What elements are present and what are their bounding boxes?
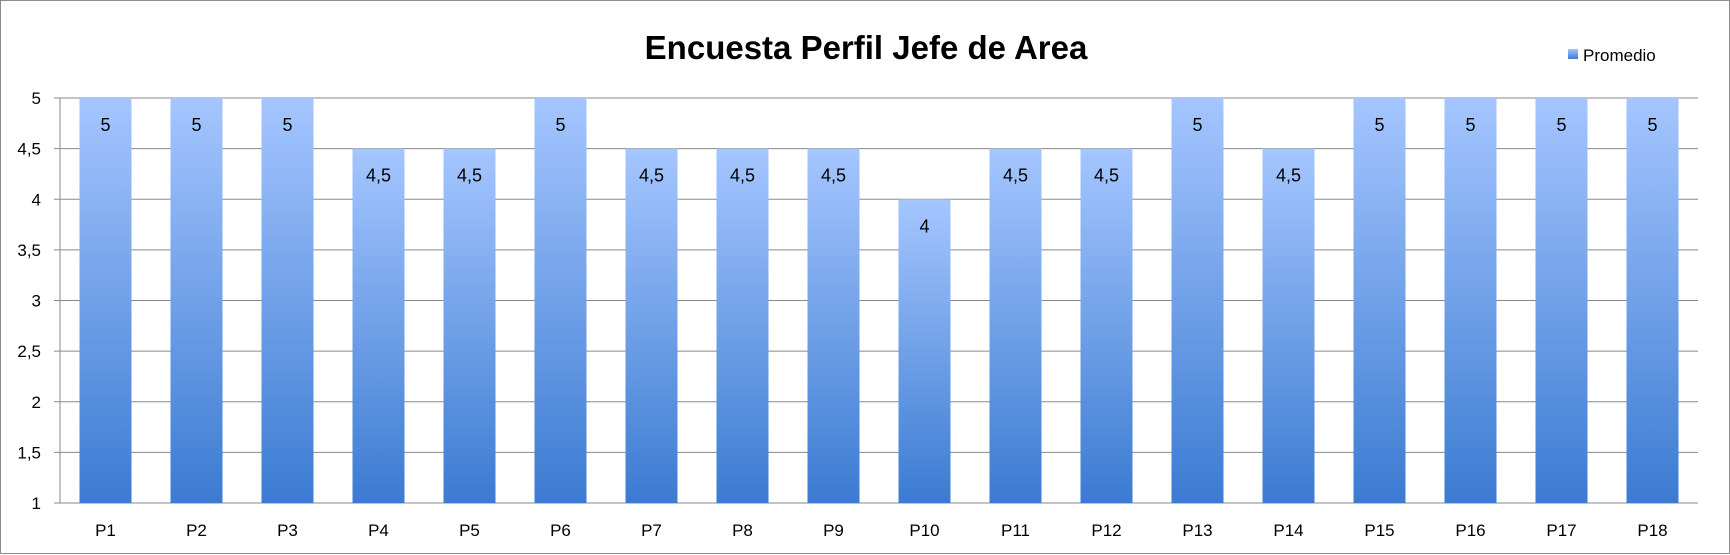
bar-p9 [807, 148, 860, 503]
x-tick-label: P8 [732, 521, 753, 540]
data-label-p17: 5 [1556, 115, 1566, 135]
y-tick-label: 4,5 [17, 140, 41, 159]
bar-p6 [534, 98, 587, 503]
bar-p15 [1353, 98, 1406, 503]
y-tick-label: 1,5 [17, 443, 41, 462]
y-tick-label: 5 [32, 89, 41, 108]
bar-p1 [79, 98, 132, 503]
bars [79, 98, 1679, 503]
x-tick-label: P18 [1637, 521, 1667, 540]
data-label-p8: 4,5 [730, 166, 755, 186]
x-tick-label: P6 [550, 521, 571, 540]
x-tick-label: P15 [1364, 521, 1394, 540]
data-label-p1: 5 [100, 115, 110, 135]
x-axis-ticks: P1 P2 P3 P4 P5 P6 P7 P8 P9 P10 P11 P12 P13 P14 P15 P16 P… [95, 521, 1668, 540]
data-label-p16: 5 [1465, 115, 1475, 135]
data-label-p6: 5 [555, 115, 565, 135]
y-tick-label: 2,5 [17, 342, 41, 361]
chart-title: Encuesta Perfil Jefe de Area [645, 29, 1088, 66]
legend-label: Promedio [1583, 46, 1656, 65]
bar-p18 [1626, 98, 1679, 503]
y-tick-label: 4 [32, 190, 41, 209]
legend: Promedio [1568, 46, 1656, 65]
bar-p13 [1171, 98, 1224, 503]
data-label-p15: 5 [1374, 115, 1384, 135]
data-label-p10: 4 [919, 216, 929, 236]
data-label-p4: 4,5 [366, 166, 391, 186]
bar-p8 [716, 148, 769, 503]
y-tick-label: 3,5 [17, 241, 41, 260]
data-label-p5: 4,5 [457, 166, 482, 186]
data-label-p18: 5 [1647, 115, 1657, 135]
data-label-p3: 5 [282, 115, 292, 135]
bar-p4 [352, 148, 405, 503]
data-label-p2: 5 [191, 115, 201, 135]
bar-p10 [898, 199, 951, 503]
y-tick-label: 1 [32, 494, 41, 513]
data-label-p14: 4,5 [1276, 166, 1301, 186]
x-tick-label: P3 [277, 521, 298, 540]
y-axis-ticks: 1 1,5 2 2,5 3 3,5 4 4,5 5 [17, 89, 61, 513]
x-tick-label: P5 [459, 521, 480, 540]
y-tick-label: 2 [32, 393, 41, 412]
x-tick-label: P11 [1001, 521, 1030, 540]
legend-swatch [1568, 49, 1578, 59]
bar-p14 [1262, 148, 1315, 503]
bar-p12 [1080, 148, 1133, 503]
data-label-p12: 4,5 [1094, 166, 1119, 186]
x-tick-label: P14 [1273, 521, 1303, 540]
bar-p3 [261, 98, 314, 503]
data-label-p7: 4,5 [639, 166, 664, 186]
bar-p2 [170, 98, 223, 503]
bar-p7 [625, 148, 678, 503]
x-tick-label: P2 [186, 521, 207, 540]
bar-p11 [989, 148, 1042, 503]
x-tick-label: P4 [368, 521, 389, 540]
x-tick-label: P1 [95, 521, 116, 540]
bar-p5 [443, 148, 496, 503]
x-tick-label: P13 [1182, 521, 1212, 540]
bar-p16 [1444, 98, 1497, 503]
x-tick-label: P12 [1091, 521, 1121, 540]
x-tick-label: P10 [909, 521, 939, 540]
x-tick-label: P9 [823, 521, 844, 540]
data-label-p13: 5 [1192, 115, 1202, 135]
y-tick-label: 3 [32, 292, 41, 311]
data-labels: 5 5 5 4,5 4,5 5 4,5 4,5 4,5 4 4,5 4,5 5 4,5 5 5 5 5 [100, 115, 1657, 236]
bar-p17 [1535, 98, 1588, 503]
x-tick-label: P16 [1455, 521, 1485, 540]
x-tick-label: P7 [641, 521, 662, 540]
gridlines [60, 97, 1698, 504]
data-label-p9: 4,5 [821, 166, 846, 186]
data-label-p11: 4,5 [1003, 166, 1028, 186]
x-tick-label: P17 [1546, 521, 1576, 540]
